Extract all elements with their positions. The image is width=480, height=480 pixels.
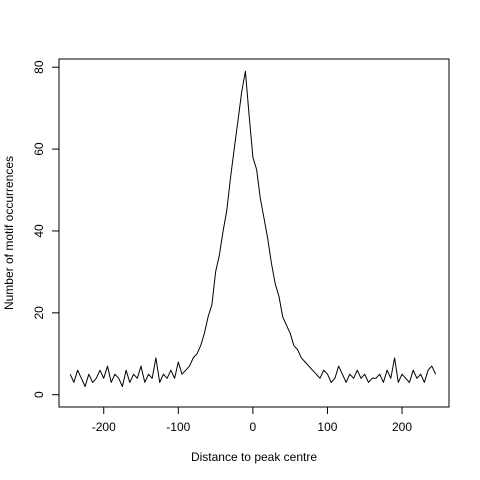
x-tick-label: -100 <box>166 420 190 434</box>
x-axis-label: Distance to peak centre <box>191 450 317 464</box>
x-tick-label: 0 <box>250 420 257 434</box>
y-tick-label: 40 <box>32 224 46 238</box>
y-tick-label: 60 <box>32 142 46 156</box>
y-tick-label: 0 <box>32 391 46 398</box>
y-tick-label: 80 <box>32 60 46 74</box>
x-axis: -200 -100 0 100 200 <box>92 406 412 434</box>
y-axis-label: Number of motif occurrences <box>2 156 16 310</box>
series-line <box>69 70 437 387</box>
x-tick-label: 200 <box>392 420 412 434</box>
series-layer <box>69 70 437 387</box>
y-tick-label: 20 <box>32 306 46 320</box>
x-tick-label: -200 <box>92 420 116 434</box>
y-axis: 0 20 40 60 80 <box>32 60 60 398</box>
x-tick-label: 100 <box>317 420 337 434</box>
